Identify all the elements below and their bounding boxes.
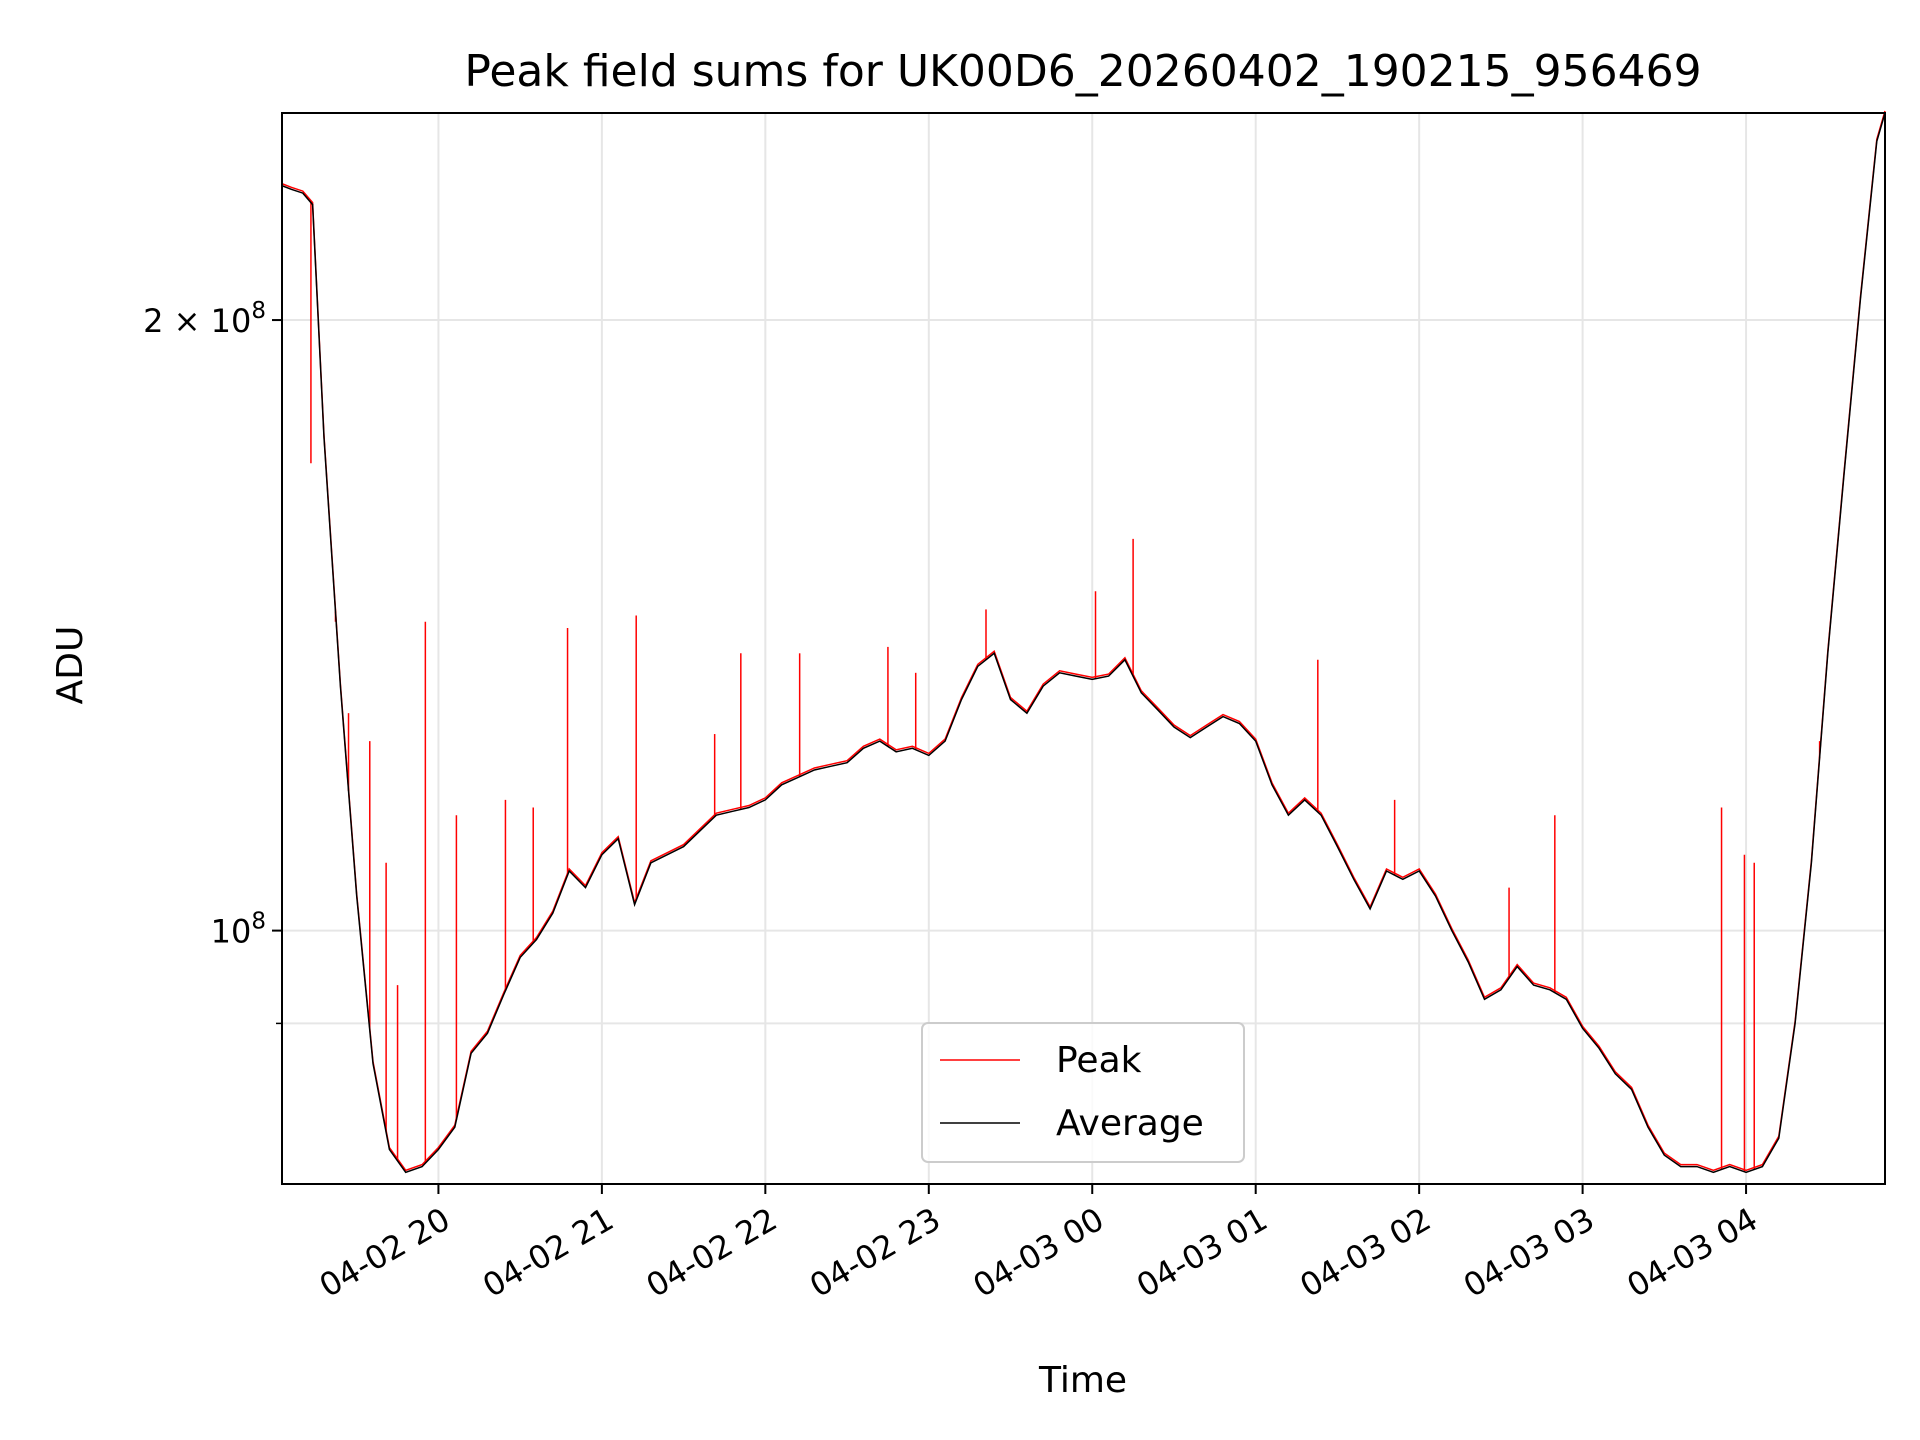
plot-frame — [281, 112, 1886, 1185]
y-axis-label: ADU — [50, 626, 91, 705]
x-tick-label: 04-02 23 — [803, 1200, 947, 1305]
x-tick-label: 04-03 02 — [1294, 1200, 1438, 1305]
x-tick-label: 04-03 01 — [1130, 1200, 1274, 1305]
x-tick-label: 04-02 22 — [640, 1200, 784, 1305]
chart-title: Peak field sums for UK00D6_20260402_1902… — [464, 46, 1701, 97]
x-tick-label: 04-02 20 — [313, 1200, 457, 1305]
legend-label-average: Average — [1056, 1103, 1204, 1144]
average-series — [281, 112, 1886, 1174]
legend: Peak Average — [921, 1022, 1245, 1163]
x-axis-label: Time — [1038, 1360, 1127, 1401]
y-tick-label: 2 × 108 — [143, 298, 266, 340]
peak-series — [281, 110, 1886, 1172]
x-tick-label: 04-02 21 — [476, 1200, 620, 1305]
x-tick-label: 04-03 03 — [1457, 1200, 1601, 1305]
x-tick-label: 04-03 04 — [1620, 1200, 1764, 1305]
legend-box — [921, 1022, 1245, 1163]
grid — [282, 113, 1885, 1184]
peak-line — [281, 110, 1886, 1172]
x-tick-label: 04-03 00 — [967, 1200, 1111, 1305]
legend-label-peak: Peak — [1056, 1040, 1142, 1081]
average-line — [281, 112, 1886, 1174]
y-tick-label: 108 — [211, 909, 266, 951]
